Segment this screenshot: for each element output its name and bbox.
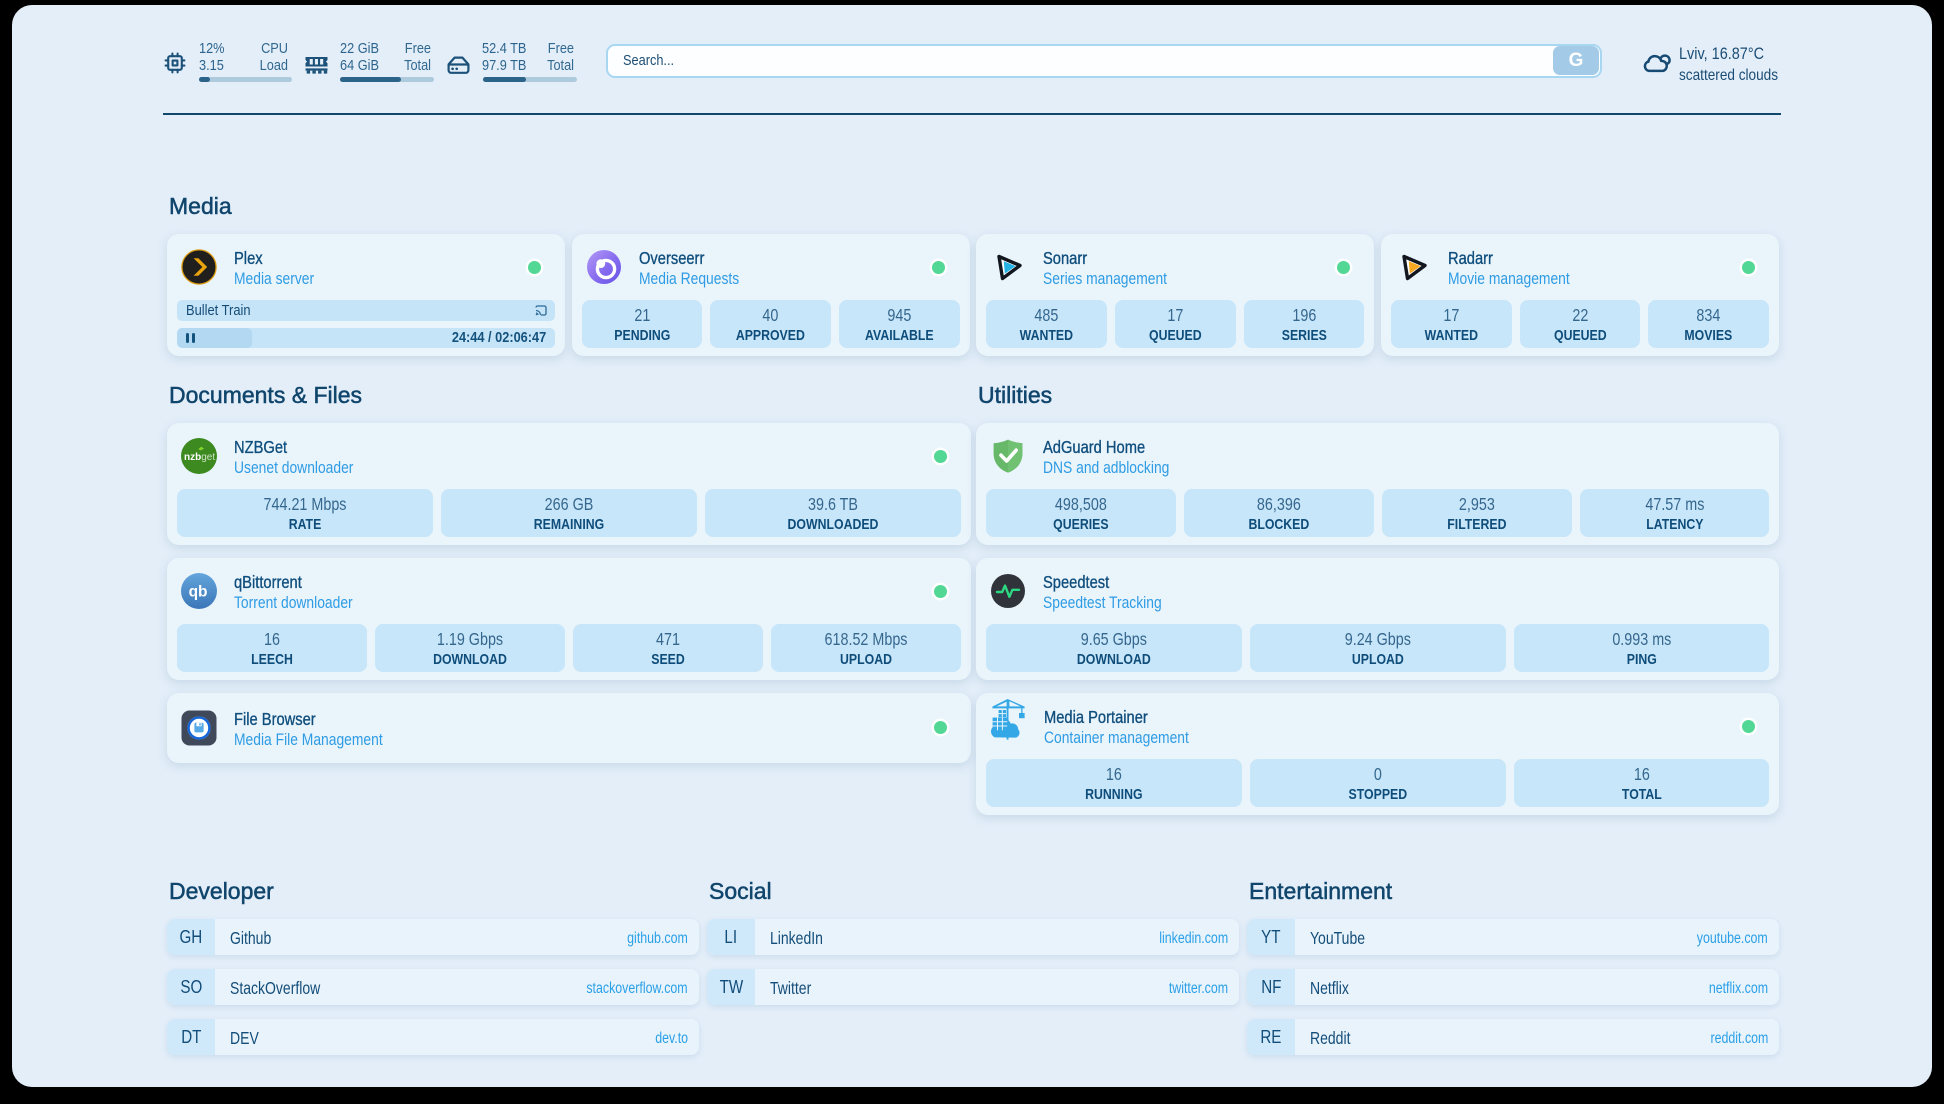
svg-text:nzbget: nzbget xyxy=(184,452,215,463)
svg-text:qb: qb xyxy=(189,584,208,601)
